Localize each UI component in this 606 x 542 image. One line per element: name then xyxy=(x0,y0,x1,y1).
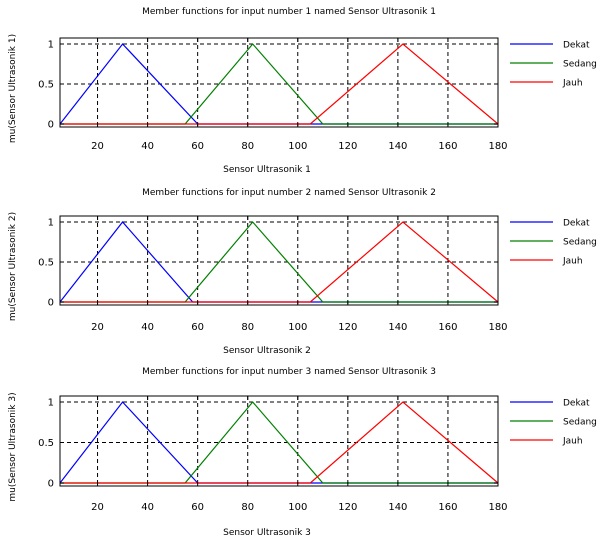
x-tick-label: 120 xyxy=(338,502,357,513)
x-axis-label: Sensor Ultrasonik 1 xyxy=(223,165,311,175)
series-line-jauh xyxy=(60,221,499,303)
chart-panel-1: Member functions for input number 1 name… xyxy=(8,7,597,175)
y-tick-label: 1 xyxy=(48,398,54,409)
x-tick-label: 100 xyxy=(288,322,307,333)
x-tick-label: 120 xyxy=(338,322,357,333)
plot-frame xyxy=(59,215,499,306)
series-line-jauh xyxy=(60,43,499,125)
chart-title: Member functions for input number 1 name… xyxy=(142,7,436,17)
x-tick-label: 180 xyxy=(488,502,507,513)
x-tick-label: 160 xyxy=(438,141,457,152)
x-tick-label: 60 xyxy=(191,141,204,152)
series-line-jauh xyxy=(60,401,499,484)
x-tick-label: 20 xyxy=(91,141,104,152)
chart-panel-2: Member functions for input number 2 name… xyxy=(8,188,597,356)
y-tick-label: 0 xyxy=(48,479,54,490)
x-tick-label: 160 xyxy=(438,322,457,333)
legend-label-sedang: Sedang xyxy=(563,60,597,70)
plot-frame xyxy=(59,395,499,487)
x-tick-label: 80 xyxy=(241,141,254,152)
y-tick-label: 0.5 xyxy=(38,80,54,91)
y-axis-label: mu(Sensor Ultrasonik 2) xyxy=(8,212,18,321)
y-axis-label: mu(Sensor Ultrasonik 3) xyxy=(8,392,18,501)
x-tick-label: 160 xyxy=(438,502,457,513)
x-axis-label: Sensor Ultrasonik 3 xyxy=(223,528,311,538)
x-tick-label: 100 xyxy=(288,502,307,513)
x-tick-label: 40 xyxy=(141,502,154,513)
y-axis-label: mu(Sensor Ultrasonik 1) xyxy=(8,34,18,143)
legend-label-dekat: Dekat xyxy=(563,219,590,229)
legend-label-jauh: Jauh xyxy=(562,257,583,267)
x-tick-label: 140 xyxy=(388,141,407,152)
x-tick-label: 40 xyxy=(141,141,154,152)
x-tick-label: 60 xyxy=(191,322,204,333)
x-tick-label: 60 xyxy=(191,502,204,513)
y-tick-label: 0.5 xyxy=(38,438,54,449)
x-tick-label: 20 xyxy=(91,322,104,333)
x-tick-label: 180 xyxy=(488,322,507,333)
x-tick-label: 80 xyxy=(241,322,254,333)
y-tick-label: 0 xyxy=(48,298,54,309)
x-tick-label: 80 xyxy=(241,502,254,513)
y-tick-label: 0.5 xyxy=(38,258,54,269)
plot-frame xyxy=(59,37,499,128)
x-tick-label: 100 xyxy=(288,141,307,152)
x-tick-label: 140 xyxy=(388,322,407,333)
y-tick-label: 1 xyxy=(48,218,54,229)
legend-label-jauh: Jauh xyxy=(562,437,583,447)
x-tick-label: 40 xyxy=(141,322,154,333)
legend-label-jauh: Jauh xyxy=(562,79,583,89)
x-axis-label: Sensor Ultrasonik 2 xyxy=(223,346,311,356)
legend-label-sedang: Sedang xyxy=(563,418,597,428)
x-tick-label: 20 xyxy=(91,502,104,513)
chart-title: Member functions for input number 2 name… xyxy=(142,188,436,198)
chart-panel-3: Member functions for input number 3 name… xyxy=(8,367,597,538)
legend-label-dekat: Dekat xyxy=(563,41,590,51)
chart-title: Member functions for input number 3 name… xyxy=(142,367,436,377)
x-tick-label: 140 xyxy=(388,502,407,513)
x-tick-label: 120 xyxy=(338,141,357,152)
legend-label-dekat: Dekat xyxy=(563,399,590,409)
y-tick-label: 1 xyxy=(48,40,54,51)
x-tick-label: 180 xyxy=(488,141,507,152)
legend-label-sedang: Sedang xyxy=(563,238,597,248)
y-tick-label: 0 xyxy=(48,120,54,131)
